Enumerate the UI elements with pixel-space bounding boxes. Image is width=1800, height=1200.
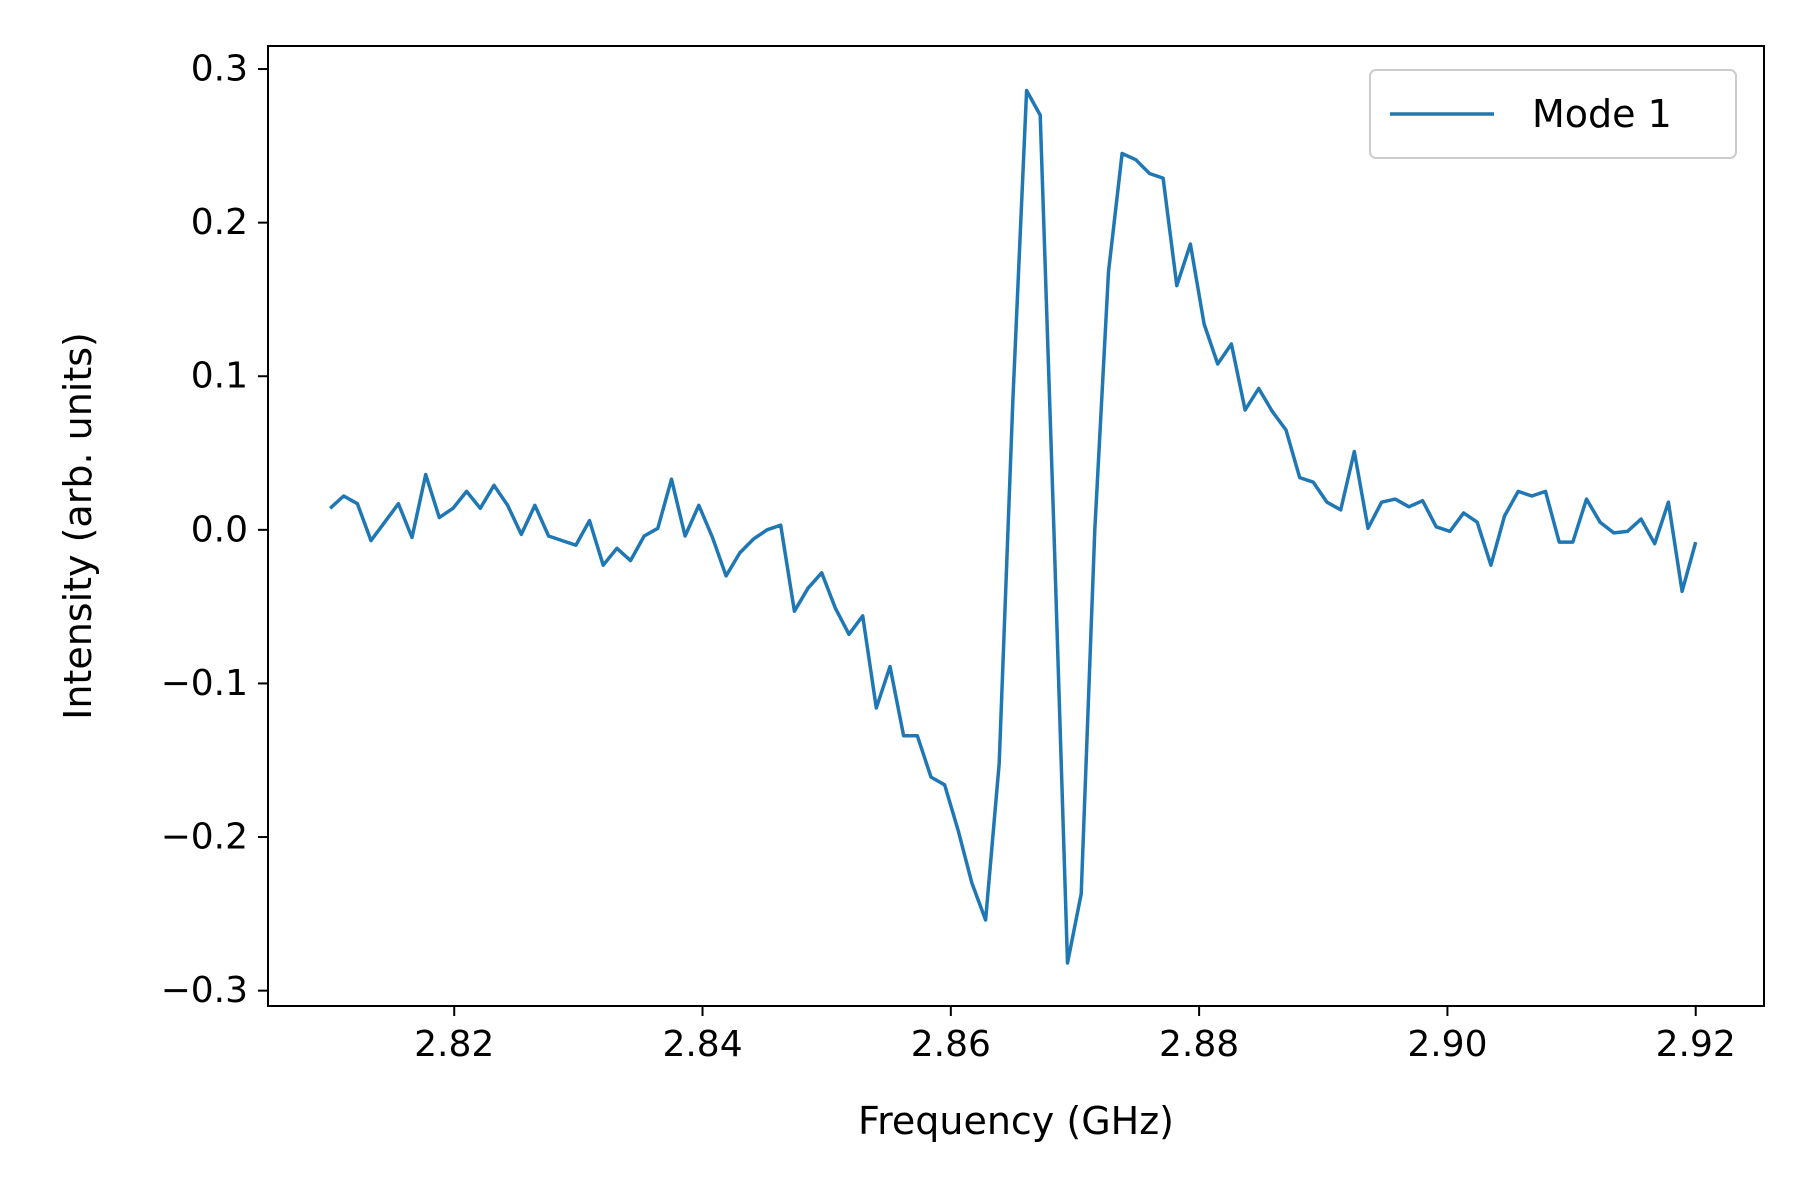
x-tick-label: 2.84 — [662, 1024, 742, 1065]
y-tick-label: −0.1 — [161, 663, 248, 704]
y-tick-label: 0.2 — [191, 202, 248, 243]
y-tick-label: −0.3 — [161, 970, 248, 1011]
x-axis-title: Frequency (GHz) — [858, 1099, 1174, 1143]
y-tick-label: −0.2 — [161, 817, 248, 858]
legend: Mode 1 — [1369, 69, 1737, 159]
series-line-mode-1 — [328, 88, 1698, 965]
x-axis-ticks: 2.82 2.84 2.86 2.88 2.90 2.92 — [414, 1006, 1736, 1065]
legend-label-mode-1: Mode 1 — [1532, 92, 1672, 136]
y-tick-label: 0.0 — [191, 509, 248, 550]
y-axis-title: Intensity (arb. units) — [56, 332, 100, 720]
plot-frame — [267, 45, 1765, 1007]
x-tick-label: 2.86 — [911, 1024, 991, 1065]
x-tick-label: 2.92 — [1656, 1024, 1736, 1065]
y-axis-ticks: −0.3 −0.2 −0.1 0.0 0.1 0.2 0.3 — [161, 49, 268, 1011]
x-tick-label: 2.90 — [1407, 1024, 1487, 1065]
x-tick-label: 2.88 — [1159, 1024, 1239, 1065]
series-layer — [328, 88, 1698, 965]
y-tick-label: 0.3 — [191, 49, 248, 90]
x-tick-label: 2.82 — [414, 1024, 494, 1065]
y-tick-label: 0.1 — [191, 356, 248, 397]
legend-box — [1369, 69, 1737, 159]
